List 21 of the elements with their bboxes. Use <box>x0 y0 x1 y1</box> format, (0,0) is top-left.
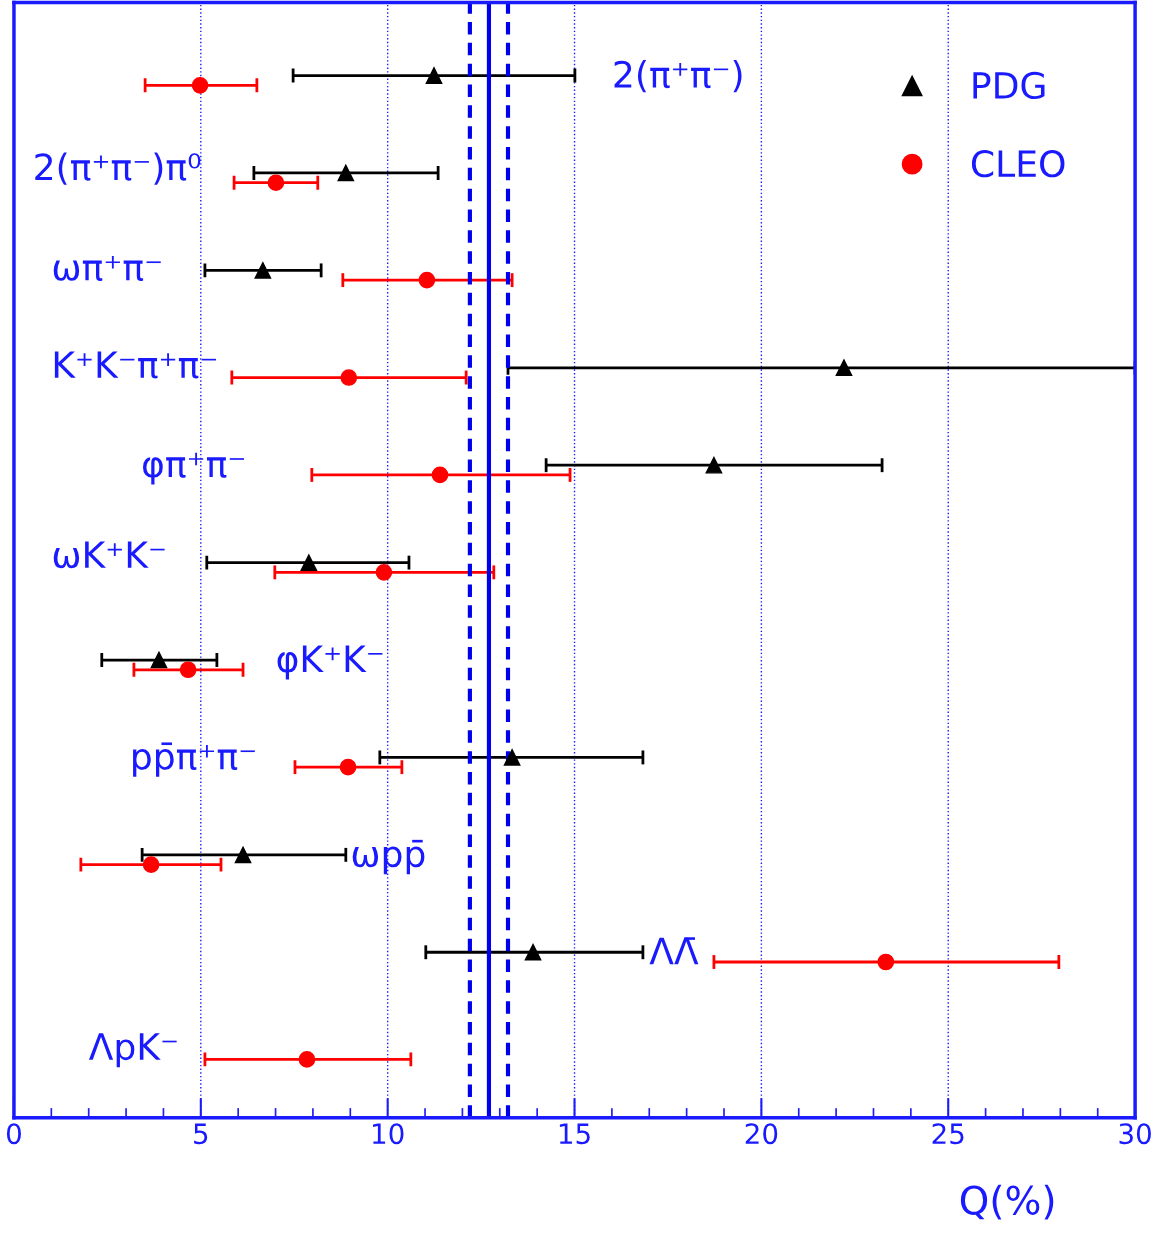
legend-label: CLEO <box>971 150 1065 178</box>
y-tick-label: ωpp̄ <box>352 839 425 875</box>
x-tick-label: 10 <box>373 1123 404 1145</box>
y-tick-label: 2(π⁺π⁻)π⁰ <box>35 152 201 185</box>
x-tick-label: 0 <box>6 1123 21 1145</box>
x-tick-label: 5 <box>194 1123 208 1145</box>
y-tick-label: pp̄π⁺π⁻ <box>133 742 255 777</box>
y-tick-label: ωK⁺K⁻ <box>53 541 165 569</box>
y-tick-label: K⁺K⁻π⁺π⁻ <box>54 351 216 379</box>
y-tick-label: ΛpK⁻ <box>88 1033 177 1068</box>
y-tick-label: φK⁺K⁻ <box>277 645 383 680</box>
y-tick-label: φπ⁺π⁻ <box>142 452 245 485</box>
x-axis-title: Q(%) <box>960 1184 1054 1220</box>
y-tick-label: 2(π⁺π⁻) <box>614 60 742 93</box>
legend-label: PDG <box>973 71 1045 100</box>
x-tick-label: 15 <box>559 1123 590 1145</box>
x-tick-label: 30 <box>1119 1123 1151 1145</box>
y-tick-label: ωπ⁺π⁻ <box>53 255 161 282</box>
y-tick-label: ΛΛ̄ <box>649 937 699 965</box>
x-tick-label: 20 <box>745 1123 778 1145</box>
x-tick-label: 25 <box>932 1123 964 1145</box>
